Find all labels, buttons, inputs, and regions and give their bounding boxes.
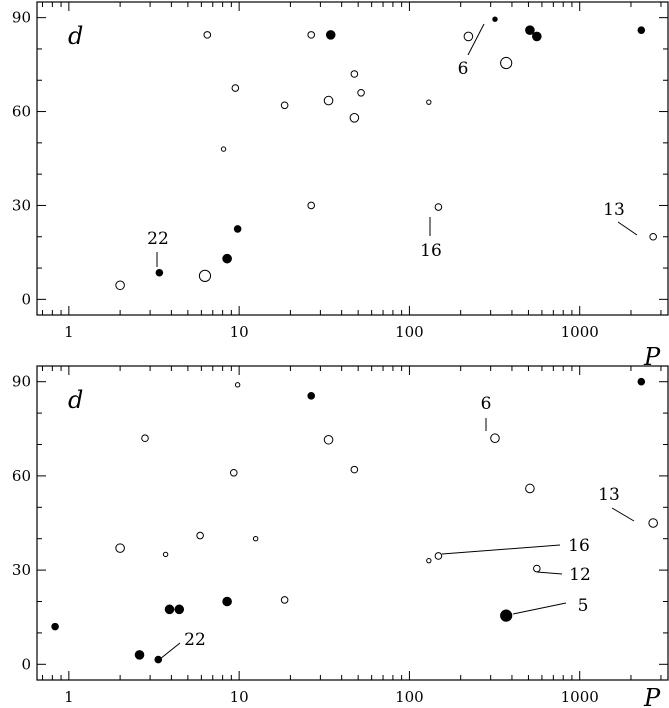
data-point-open xyxy=(649,232,657,241)
data-point-open xyxy=(357,88,365,97)
data-point-open xyxy=(220,146,227,152)
annotation-label: 13 xyxy=(598,485,620,505)
data-point-open xyxy=(280,101,289,110)
data-point-open xyxy=(198,269,212,282)
annotation-label: 16 xyxy=(568,536,590,556)
annotation-leader-line xyxy=(159,642,181,660)
data-point-open xyxy=(115,280,125,291)
data-point-filled xyxy=(532,31,542,42)
data-point-filled xyxy=(500,609,513,622)
data-point-open xyxy=(115,543,125,553)
y-axis-label: d xyxy=(68,386,83,414)
annotation-leader-line xyxy=(441,544,561,555)
data-point-filled xyxy=(154,655,163,664)
x-tick-label: 1000 xyxy=(561,688,599,706)
annotation-leader-line xyxy=(512,602,567,615)
data-point-open xyxy=(141,434,149,443)
x-tick-label: 100 xyxy=(395,323,424,341)
y-tick-label: 90 xyxy=(12,373,31,391)
annotation-leader-line xyxy=(617,221,638,236)
annotation-label: 22 xyxy=(184,630,206,650)
data-point-open xyxy=(280,596,289,604)
annotation-label: 22 xyxy=(147,229,169,249)
y-axis-label: d xyxy=(68,22,83,50)
plot-frame xyxy=(36,365,669,681)
x-tick-label: 10 xyxy=(230,323,249,341)
data-point-open xyxy=(490,433,500,444)
data-point-open xyxy=(426,557,432,564)
x-tick-label: 100 xyxy=(395,688,424,706)
data-point-open xyxy=(162,551,169,558)
data-point-filled xyxy=(164,604,175,615)
annotation-leader-line xyxy=(536,571,563,575)
data-point-open xyxy=(533,564,541,573)
data-point-filled xyxy=(222,596,232,607)
data-point-filled xyxy=(307,392,316,400)
data-point-open xyxy=(307,201,316,210)
data-point-open xyxy=(463,31,474,42)
data-point-open xyxy=(196,531,204,540)
data-point-open xyxy=(234,382,241,388)
y-tick-label: 30 xyxy=(12,561,31,579)
data-point-filled xyxy=(637,377,646,386)
annotation-label: 5 xyxy=(578,596,589,616)
y-tick-label: 0 xyxy=(21,655,31,673)
data-point-filled xyxy=(492,16,498,22)
annotation-label: 12 xyxy=(569,565,591,585)
annotation-label: 16 xyxy=(420,241,442,261)
x-axis-label: P xyxy=(643,684,661,708)
data-point-filled xyxy=(155,268,164,277)
data-point-open xyxy=(350,465,359,474)
data-point-open xyxy=(231,84,240,92)
x-axis-label: P xyxy=(643,343,661,371)
y-tick-label: 90 xyxy=(12,9,31,27)
x-tick-label: 1 xyxy=(64,323,74,341)
x-tick-label: 10 xyxy=(230,688,249,706)
y-tick-label: 60 xyxy=(12,103,31,121)
data-point-filled xyxy=(134,650,145,660)
panel-1: 1 10 100 1000 0 30 60 90 d P 22 6 16 13 xyxy=(12,1,669,371)
data-point-open xyxy=(349,113,360,123)
y-tick-label: 0 xyxy=(21,290,31,308)
annotation-label: 6 xyxy=(481,394,492,414)
data-point-filled xyxy=(222,253,232,264)
y-tick-label: 60 xyxy=(12,467,31,485)
data-point-open xyxy=(323,95,334,106)
data-point-open xyxy=(525,483,535,494)
data-point-open xyxy=(350,70,359,78)
data-point-filled xyxy=(174,604,185,615)
data-point-open xyxy=(648,518,658,528)
annotation-label: 13 xyxy=(603,200,625,220)
data-point-open xyxy=(307,31,316,39)
x-tick-label: 1 xyxy=(64,688,74,706)
data-point-open xyxy=(252,536,259,542)
annotation-label: 6 xyxy=(458,59,469,79)
x-tick-label: 1000 xyxy=(561,323,599,341)
data-point-open xyxy=(434,203,443,211)
data-point-open xyxy=(426,99,432,105)
data-point-open xyxy=(500,56,513,70)
data-point-filled xyxy=(325,30,336,40)
data-point-filled xyxy=(525,25,535,35)
data-point-filled xyxy=(233,225,242,233)
data-point-filled xyxy=(51,622,59,631)
data-point-filled xyxy=(637,26,646,34)
data-point-open xyxy=(203,31,212,39)
annotation-leader-line xyxy=(467,23,485,56)
data-point-open xyxy=(229,468,238,477)
plot-frame xyxy=(36,1,669,316)
panel-2: 1 10 100 1000 0 30 60 90 d P 6 13 16 12 5 22 xyxy=(12,365,669,708)
y-tick-label: 30 xyxy=(12,196,31,214)
data-point-open xyxy=(323,434,334,445)
data-point-open xyxy=(434,552,443,560)
annotation-leader-line xyxy=(611,507,635,522)
